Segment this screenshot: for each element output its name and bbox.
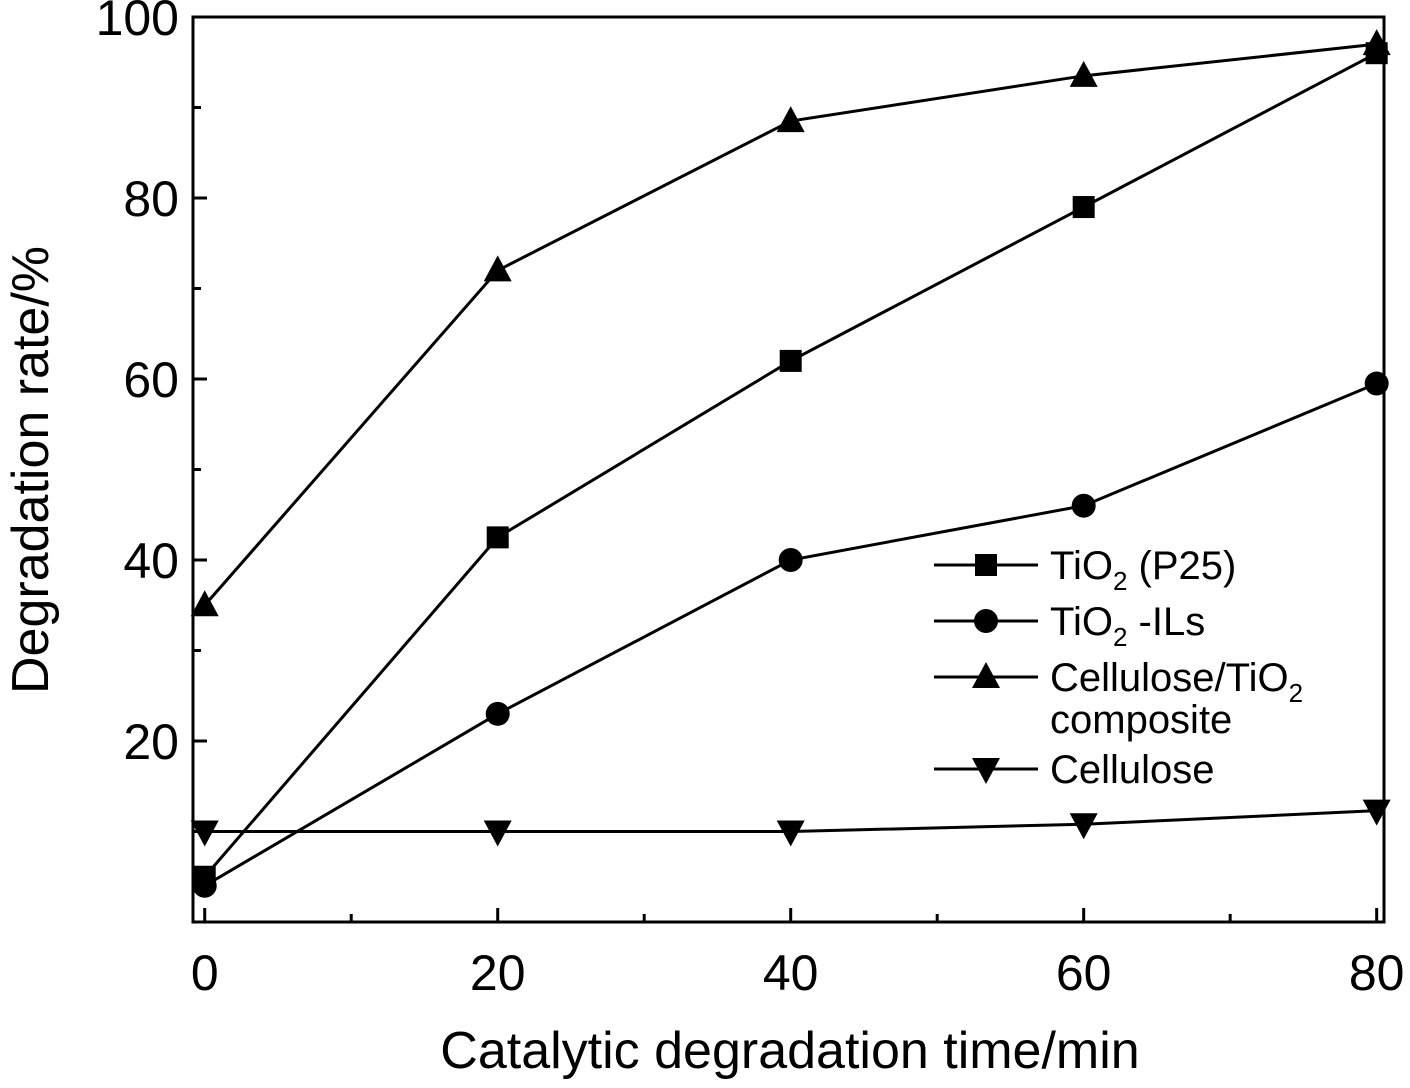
y-tick-label: 80 [123,171,179,227]
y-tick-label: 100 [96,0,179,46]
data-point [483,820,512,847]
data-point [192,873,217,898]
data-point [1069,813,1098,840]
data-point [1362,29,1391,56]
legend-label-subscript: 2 [1289,678,1303,708]
data-point [483,255,512,282]
legend-marker [972,662,1000,688]
legend: TiO2 (P25)TiO2 -ILsCellulose/TiO2composi… [934,544,1303,792]
legend-label-main: TiO [1050,600,1113,644]
legend-label-line2: composite [1050,698,1232,742]
x-tick-label: 40 [763,945,819,1001]
y-tick-label: 20 [123,714,179,770]
y-axis-title: Degradation rate/% [2,246,60,694]
data-point [1362,799,1391,826]
data-point [1071,493,1096,518]
legend-label-suffix: -ILs [1127,600,1205,644]
legend-label-main: Cellulose/TiO [1050,656,1289,700]
legend-label-main: TiO [1050,544,1113,588]
y-tick-label: 60 [123,352,179,408]
legend-label: Cellulose/TiO2 [1050,656,1303,708]
legend-label-subscript: 2 [1113,622,1127,652]
x-tick-label: 80 [1349,945,1405,1001]
y-tick-label: 40 [123,533,179,589]
data-point [776,820,805,847]
data-point [778,548,803,572]
data-point [190,590,219,617]
axis-ticks: 0 20 40 60 80 20 40 60 80 100 [96,0,1405,1001]
x-tick-label: 0 [191,945,219,1001]
series-layer [190,29,1391,898]
legend-label-main: Cellulose [1050,748,1215,792]
x-tick-label: 60 [1056,945,1112,1001]
legend-marker [972,758,1000,784]
series-group [190,799,1391,847]
data-point [190,820,219,847]
legend-label-subscript: 2 [1113,566,1127,596]
legend-marker [974,609,998,633]
legend-label: TiO2 -ILs [1050,600,1205,652]
legend-label: TiO2 (P25) [1050,544,1236,596]
series-group [190,29,1391,617]
data-point [776,106,805,133]
legend-label-suffix: (P25) [1127,544,1236,588]
data-point [485,701,510,726]
data-point [486,526,509,549]
legend-label: Cellulose [1050,748,1215,792]
data-point [779,349,802,372]
data-point [1072,196,1095,219]
x-tick-label: 20 [470,945,526,1001]
x-axis-title: Catalytic degradation time/min [440,1022,1139,1080]
legend-marker [975,554,997,576]
data-point [1364,371,1389,396]
data-point [1069,60,1098,87]
series-group [192,371,1389,898]
